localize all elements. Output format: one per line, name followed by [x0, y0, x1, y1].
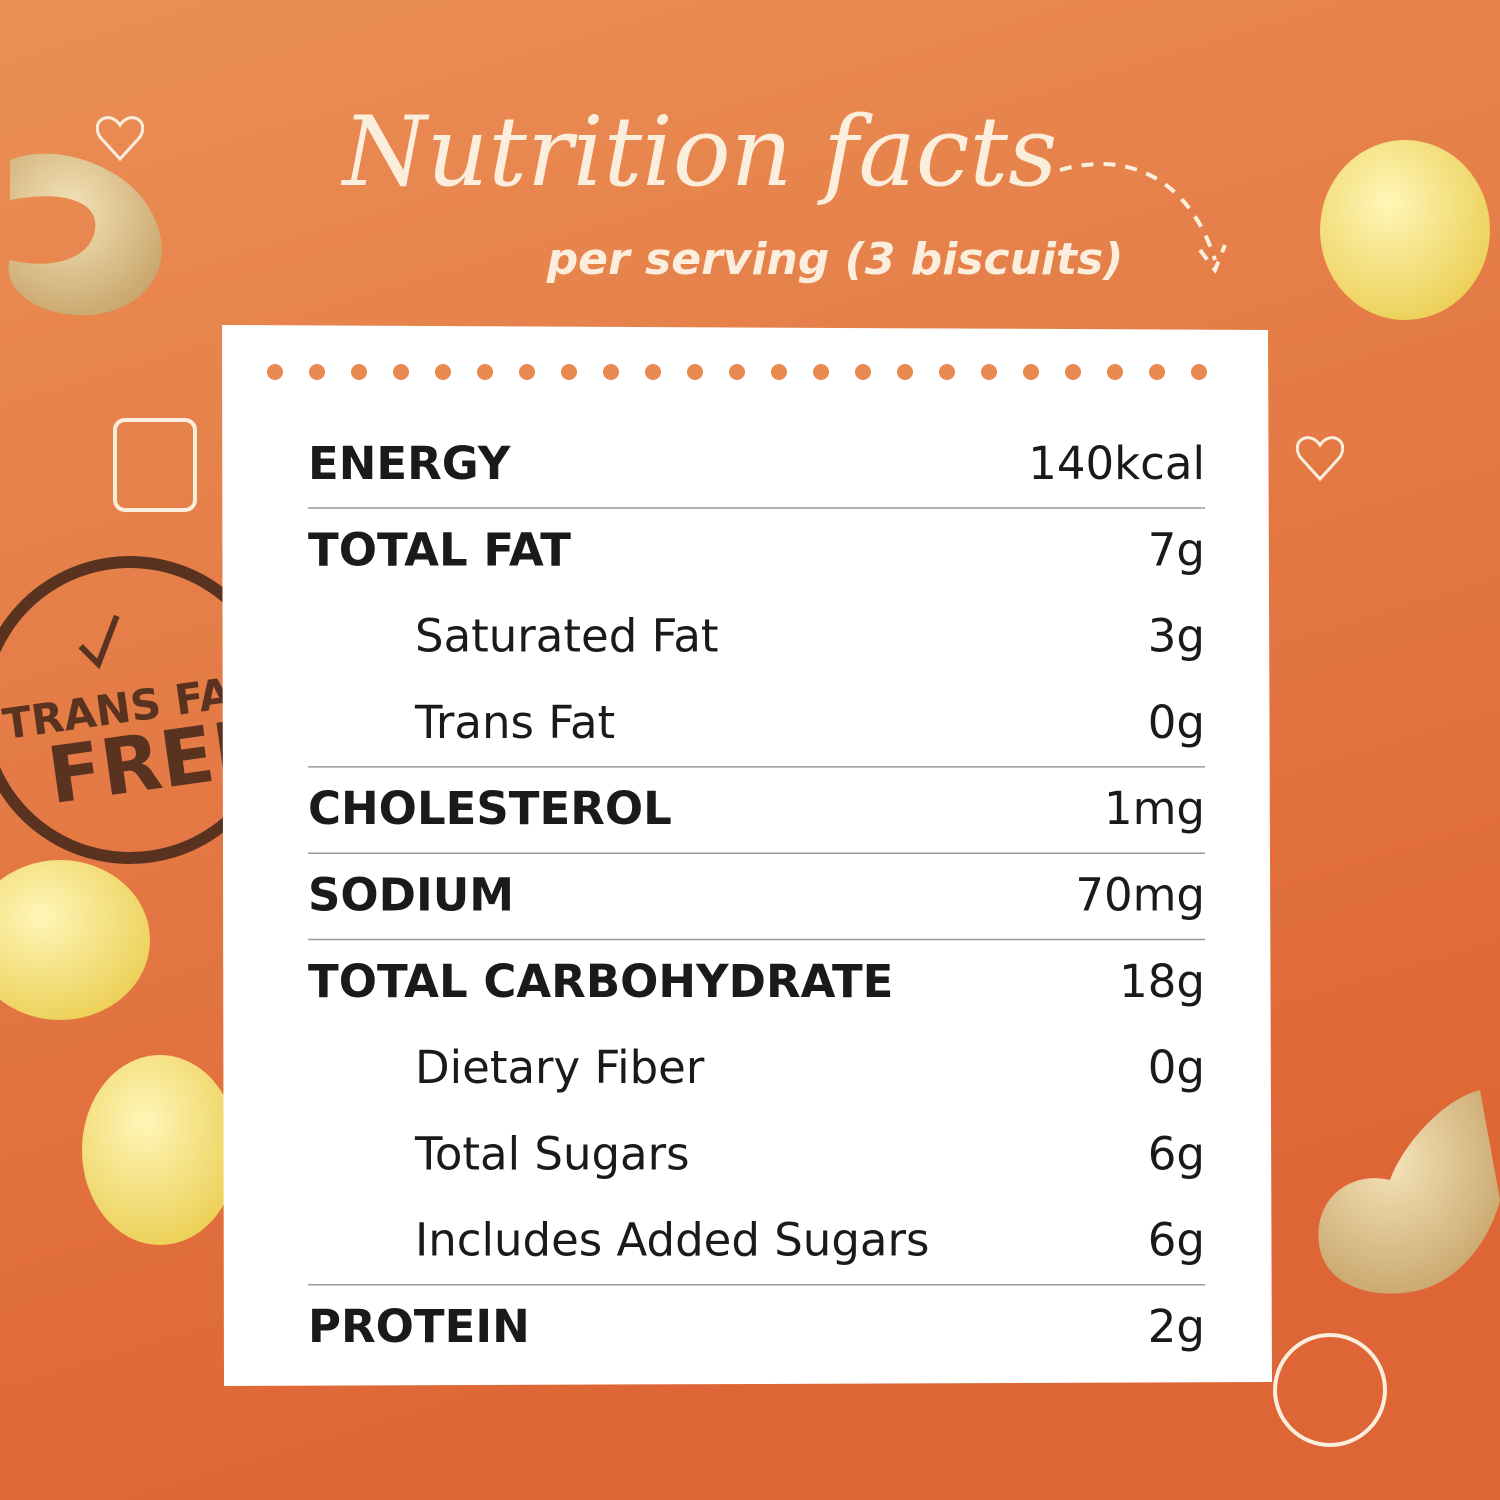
heart-icon [1296, 436, 1344, 482]
butter-curl [82, 1055, 238, 1245]
butter-curl [0, 860, 150, 1020]
row-amount: 7g [1148, 523, 1205, 576]
title: Nutrition facts [341, 96, 1058, 208]
sub-row-label: Includes Added Sugars [415, 1214, 929, 1267]
dot [981, 364, 997, 380]
dot [771, 364, 787, 380]
dot [813, 364, 829, 380]
dot [729, 364, 745, 380]
row-amount: 140kcal [1028, 437, 1205, 490]
heart-icon [96, 116, 144, 162]
sub-row-amount: 0g [1148, 1041, 1205, 1094]
dot [309, 364, 325, 380]
dot [519, 364, 535, 380]
table: ENERGY 140kcal TOTAL FAT 7g Saturated Fat 3g T… [308, 437, 1205, 1353]
sub-row-amount: 6g [1148, 1214, 1205, 1267]
dot [1149, 364, 1165, 380]
sub-row-label: Total Sugars [414, 1127, 690, 1180]
dot [351, 364, 367, 380]
dot [897, 364, 913, 380]
dot [1065, 364, 1081, 380]
dot [435, 364, 451, 380]
dot [393, 364, 409, 380]
row-amount: 18g [1119, 955, 1205, 1008]
sub-row-label: Dietary Fiber [415, 1041, 705, 1094]
dot [1191, 364, 1207, 380]
sub-row-label: Saturated Fat [415, 610, 719, 663]
row-label: TOTAL CARBOHYDRATE [308, 955, 893, 1008]
dot [687, 364, 703, 380]
sub-row-amount: 3g [1148, 610, 1205, 663]
dot [1107, 364, 1123, 380]
row-label: PROTEIN [308, 1300, 530, 1353]
row-label: CHOLESTEROL [308, 782, 672, 835]
cashew [1318, 1090, 1500, 1294]
check-icon [78, 614, 120, 670]
cashew [8, 153, 162, 316]
row-label: SODIUM [308, 869, 514, 922]
cup-icon [113, 418, 197, 512]
dot [477, 364, 493, 380]
butter-curl [1320, 140, 1490, 320]
subtitle: per serving (3 biscuits) [546, 234, 1124, 285]
dot [561, 364, 577, 380]
arrow [1059, 162, 1227, 275]
row-amount: 1mg [1104, 782, 1205, 835]
row-label: ENERGY [308, 437, 512, 490]
dot [645, 364, 661, 380]
row-amount: 70mg [1075, 869, 1205, 922]
sub-row-amount: 6g [1148, 1127, 1205, 1180]
table-card [222, 325, 1272, 1386]
dot [855, 364, 871, 380]
cookie-icon [1273, 1333, 1387, 1447]
dot [939, 364, 955, 380]
row-amount: 2g [1148, 1300, 1205, 1353]
sub-row-amount: 0g [1148, 696, 1205, 749]
dot [603, 364, 619, 380]
dot [267, 364, 283, 380]
dots [267, 364, 1207, 380]
sub-row-label: Trans Fat [414, 696, 615, 749]
row-label: TOTAL FAT [308, 523, 571, 576]
dot [1023, 364, 1039, 380]
